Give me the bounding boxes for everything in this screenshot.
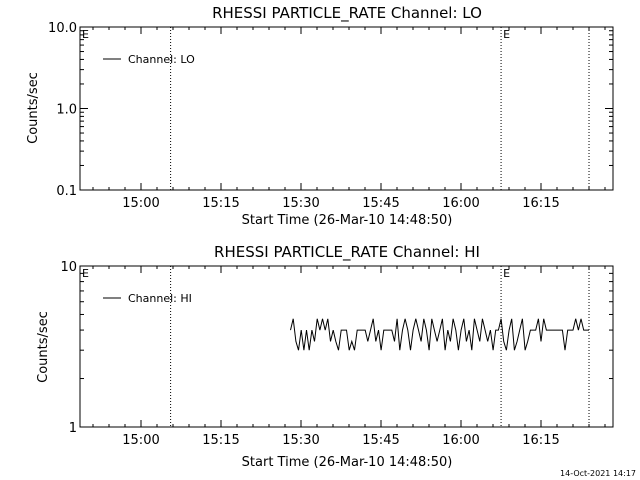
event-marker-label: E: [503, 28, 510, 41]
y-axis-label: Counts/sec: [36, 311, 51, 383]
y-tick-label: 10.0: [48, 21, 77, 36]
event-marker-label: E: [82, 267, 89, 280]
y-tick-label: 1: [69, 421, 77, 436]
chart-panel-hi: RHESSI PARTICLE_RATE Channel: HI 1 10 15:…: [36, 243, 614, 470]
x-axis-label: Start Time (26-Mar-10 14:48:50): [242, 455, 453, 470]
x-axis: 15:00 15:15 15:30 15:45 16:00 16:15: [92, 266, 606, 448]
y-axis-label: Counts/sec: [26, 72, 41, 144]
legend: Channel: LO: [103, 53, 195, 66]
x-tick-label: 15:15: [202, 433, 239, 448]
chart-title: RHESSI PARTICLE_RATE Channel: LO: [212, 4, 482, 23]
footer-timestamp: 14-Oct-2021 14:17: [560, 469, 636, 478]
event-marker-label: E: [503, 267, 510, 280]
x-tick-label: 15:15: [202, 196, 239, 211]
chart-panel-lo: RHESSI PARTICLE_RATE Channel: LO 0.1 1.0 1…: [26, 4, 614, 228]
series-line: [290, 318, 589, 351]
event-marker-label: E: [82, 28, 89, 41]
x-tick-label: 15:30: [282, 196, 319, 211]
x-axis-label: Start Time (26-Mar-10 14:48:50): [242, 213, 453, 228]
x-tick-label: 16:15: [522, 196, 559, 211]
y-tick-label: 1.0: [56, 103, 77, 118]
y-tick-label: 0.1: [56, 184, 77, 199]
legend: Channel: HI: [103, 292, 192, 305]
x-tick-label: 15:45: [362, 196, 399, 211]
x-tick-label: 16:15: [522, 433, 559, 448]
plot-frame: [79, 26, 614, 191]
y-tick-label: 10: [60, 260, 77, 275]
x-tick-label: 16:00: [442, 433, 479, 448]
y-axis: 1 10: [60, 260, 613, 436]
x-tick-label: 16:00: [442, 196, 479, 211]
plot-frame: [79, 265, 614, 428]
data-series: [290, 318, 589, 351]
x-tick-label: 15:30: [282, 433, 319, 448]
chart-title: RHESSI PARTICLE_RATE Channel: HI: [214, 243, 480, 262]
x-axis: 15:00 15:15 15:30 15:45 16:00 16:15: [92, 27, 606, 211]
y-axis: 0.1 1.0 10.0: [48, 21, 613, 199]
x-tick-label: 15:45: [362, 433, 399, 448]
legend-label: Channel: HI: [128, 292, 192, 305]
x-tick-label: 15:00: [122, 433, 159, 448]
legend-label: Channel: LO: [128, 53, 195, 66]
x-tick-label: 15:00: [122, 196, 159, 211]
